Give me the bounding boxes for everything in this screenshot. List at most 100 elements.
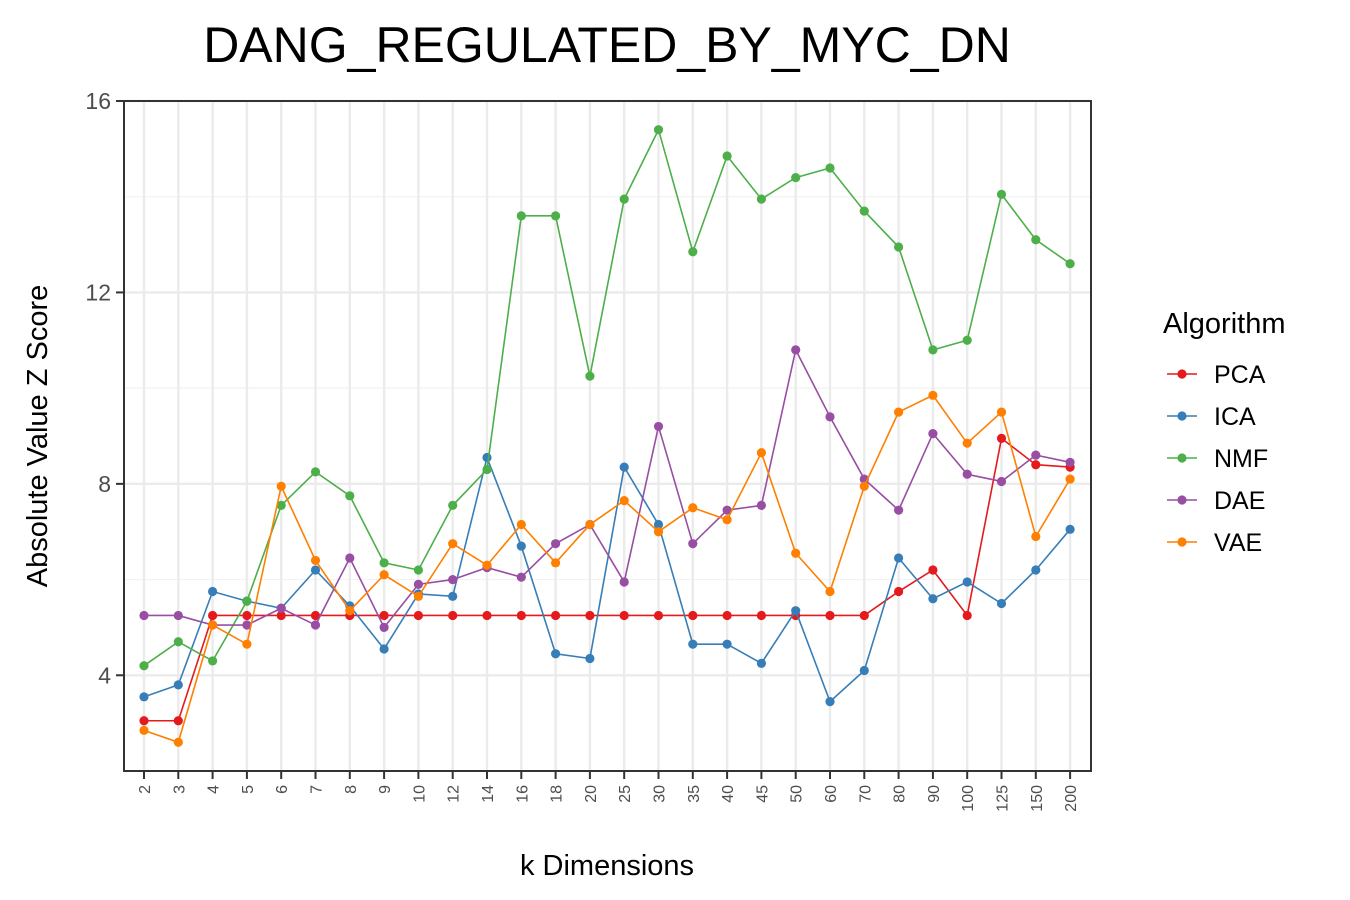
data-point-ica	[619, 462, 629, 472]
data-point-nmf	[928, 345, 938, 355]
data-point-ica	[173, 680, 183, 690]
data-point-vae	[276, 481, 286, 491]
data-point-dae	[688, 539, 698, 549]
data-point-vae	[1065, 474, 1075, 484]
data-point-vae	[173, 737, 183, 747]
chart-title: DANG_REGULATED_BY_MYC_DN	[203, 17, 1011, 73]
x-tick-label: 30	[652, 785, 669, 803]
data-point-nmf	[722, 151, 732, 161]
x-tick-label: 150	[1029, 785, 1046, 812]
data-point-vae	[996, 407, 1007, 417]
data-point-vae	[722, 515, 732, 525]
data-point-nmf	[413, 565, 423, 575]
data-point-vae	[825, 586, 835, 597]
data-point-dae	[894, 505, 904, 515]
x-axis-title: k Dimensions	[520, 850, 694, 882]
legend-label-vae: VAE	[1214, 529, 1262, 557]
x-tick-label: 80	[892, 785, 909, 803]
data-point-vae	[139, 725, 149, 735]
data-point-vae	[208, 620, 218, 630]
data-point-pca	[653, 610, 664, 621]
data-point-ica	[139, 692, 149, 702]
data-point-vae	[482, 560, 492, 570]
data-point-dae	[619, 577, 629, 587]
legend-key-point	[1177, 411, 1187, 421]
x-tick-label: 25	[617, 785, 634, 803]
x-tick-label: 125	[995, 785, 1012, 812]
data-point-dae	[276, 603, 286, 613]
data-point-pca	[859, 610, 869, 621]
x-tick-label: 100	[960, 785, 977, 812]
data-point-ica	[482, 452, 492, 463]
data-point-ica	[688, 639, 698, 649]
data-point-pca	[482, 610, 492, 621]
data-point-nmf	[1031, 235, 1041, 245]
data-point-nmf	[516, 211, 526, 221]
data-point-ica	[516, 541, 526, 551]
data-point-dae	[310, 620, 321, 630]
data-point-pca	[928, 565, 938, 575]
data-point-vae	[413, 591, 423, 601]
legend-label-pca: PCA	[1214, 361, 1266, 389]
y-tick-label: 4	[98, 662, 111, 688]
x-tick-label: 3	[171, 785, 188, 794]
data-point-ica	[962, 577, 972, 587]
data-point-pca	[516, 610, 526, 621]
data-point-nmf	[619, 194, 629, 204]
data-point-ica	[379, 644, 389, 654]
data-point-dae	[756, 500, 767, 510]
data-point-pca	[276, 610, 286, 621]
data-point-vae	[688, 503, 698, 513]
data-point-nmf	[310, 467, 321, 477]
x-tick-label: 18	[549, 785, 566, 803]
data-point-ica	[208, 586, 218, 597]
data-point-pca	[448, 610, 458, 621]
series-line-vae	[143, 394, 1071, 744]
data-point-nmf	[585, 371, 595, 381]
data-point-dae	[139, 610, 149, 621]
legend-key-point	[1177, 495, 1187, 505]
data-point-nmf	[791, 172, 801, 183]
legend-key-point	[1177, 537, 1187, 547]
data-point-dae	[996, 476, 1007, 487]
y-tick-label: 16	[85, 88, 111, 114]
y-tick-label: 12	[85, 279, 111, 305]
gridlines	[124, 99, 1091, 772]
data-point-ica	[996, 598, 1007, 609]
data-point-nmf	[139, 661, 149, 671]
data-point-pca	[619, 610, 629, 621]
data-point-pca	[413, 610, 423, 621]
series-line-dae	[144, 347, 1071, 629]
data-point-nmf	[345, 491, 355, 501]
data-point-dae	[653, 421, 664, 432]
data-point-pca	[139, 716, 149, 726]
x-tick-label: 6	[274, 785, 291, 794]
x-tick-label: 90	[926, 785, 943, 803]
data-point-nmf	[208, 656, 218, 666]
legend: Algorithm PCA ICA NMF DAE VAE	[1163, 308, 1286, 557]
series-line-nmf	[143, 127, 1071, 667]
data-point-vae	[894, 407, 904, 417]
data-point-ica	[722, 639, 732, 649]
data-point-dae	[516, 572, 526, 582]
data-point-pca	[962, 610, 972, 621]
data-point-vae	[379, 570, 389, 580]
x-tick-label: 50	[789, 785, 806, 803]
data-point-dae	[551, 539, 561, 549]
data-point-nmf	[962, 335, 972, 345]
x-tick-label: 10	[411, 785, 428, 803]
data-point-dae	[928, 429, 938, 439]
data-point-nmf	[653, 125, 664, 135]
data-point-nmf	[482, 464, 492, 475]
data-point-pca	[379, 610, 389, 621]
x-tick-label: 4	[206, 785, 223, 794]
data-point-pca	[996, 433, 1007, 443]
data-point-nmf	[242, 596, 252, 606]
x-tick-label: 20	[583, 785, 600, 803]
data-point-pca	[894, 586, 904, 597]
data-point-vae	[653, 527, 664, 537]
data-point-ica	[894, 553, 904, 563]
data-point-ica	[825, 697, 835, 707]
data-point-ica	[928, 594, 938, 604]
